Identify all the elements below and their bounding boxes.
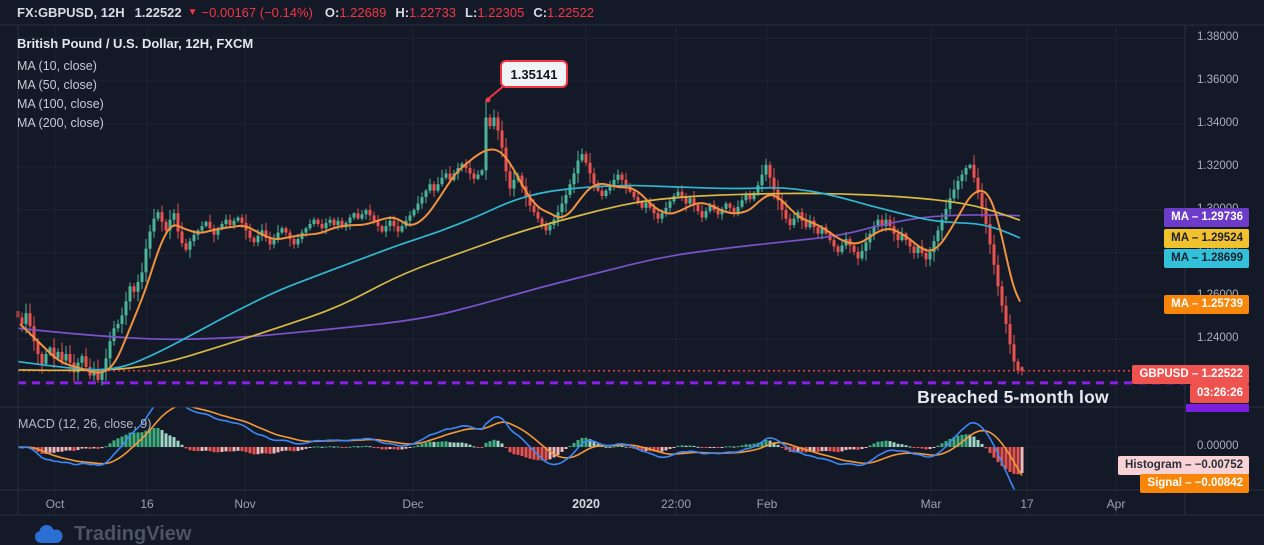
chart-header: FX:GBPUSD, 12H 1.22522 ▼ −0.00167 (−0.14…	[0, 0, 1264, 25]
symbol-interval-label[interactable]: FX:GBPUSD, 12H	[17, 5, 125, 20]
breached-low-annotation[interactable]: Breached 5-month low	[917, 387, 1109, 407]
callout-value: 1.35141	[510, 66, 558, 82]
low-value: L:1.22305	[465, 5, 525, 20]
close-value: C:1.22522	[533, 5, 595, 20]
down-arrow-icon: ▼	[187, 7, 198, 18]
price-change: −0.00167 (−0.14%)	[201, 5, 313, 20]
legend-symbol-title[interactable]: British Pound / U.S. Dollar, 12H, FXCM	[17, 36, 254, 51]
tradingview-watermark[interactable]: TradingView	[34, 523, 192, 545]
open-value: O:1.22689	[324, 5, 387, 20]
low-line-axis-strip	[1186, 404, 1249, 412]
legend-ma100[interactable]: MA (100, close)	[17, 97, 104, 111]
price-callout[interactable]: 1.35141	[500, 60, 568, 88]
last-price: 1.22522	[134, 5, 182, 20]
legend-ma50[interactable]: MA (50, close)	[17, 78, 97, 92]
tradingview-watermark-text: TradingView	[74, 523, 192, 545]
legend-ma200[interactable]: MA (200, close)	[17, 116, 104, 130]
macd-indicator-title[interactable]: MACD (12, 26, close, 9)	[18, 417, 152, 431]
legend-ma10[interactable]: MA (10, close)	[17, 59, 97, 73]
high-value: H:1.22733	[395, 5, 457, 20]
tradingview-logo-icon	[35, 525, 63, 543]
chart-legend: British Pound / U.S. Dollar, 12H, FXCM M…	[17, 36, 253, 133]
macd-zero-tick: 0.00000	[1197, 440, 1239, 452]
